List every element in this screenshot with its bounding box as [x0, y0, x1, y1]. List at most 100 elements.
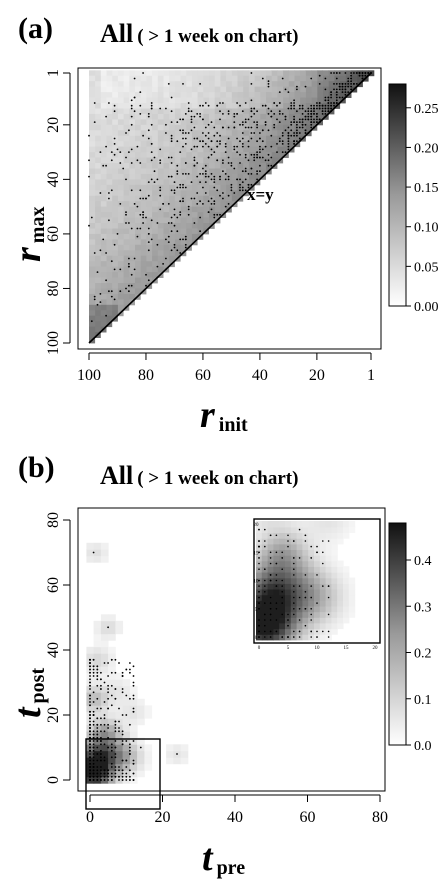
heat-cell: [134, 184, 141, 191]
data-point: [227, 178, 230, 181]
heat-cell: [106, 233, 113, 240]
data-point: [202, 145, 204, 148]
heat-cell: [100, 124, 107, 131]
heat-cell: [151, 152, 158, 158]
heat-cell: [168, 195, 175, 202]
heat-cell: [93, 685, 102, 693]
heat-cell: [146, 81, 153, 88]
heat-cell: [202, 206, 209, 213]
data-point: [193, 164, 196, 167]
data-point: [89, 720, 91, 723]
heat-cell: [134, 130, 141, 137]
data-point: [275, 551, 278, 554]
data-point: [167, 83, 170, 85]
heat-cell: [94, 321, 101, 328]
data-point: [129, 753, 131, 755]
heat-cell: [197, 108, 204, 115]
data-point: [347, 77, 350, 80]
heat-cell: [100, 201, 107, 208]
heat-cell: [128, 70, 135, 77]
data-point: [256, 123, 258, 126]
data-point: [287, 148, 290, 151]
heat-cell: [277, 70, 284, 77]
data-point: [316, 636, 318, 638]
data-point: [202, 140, 204, 143]
heat-cell: [123, 283, 130, 289]
data-point: [258, 608, 260, 610]
data-point: [96, 707, 99, 710]
data-point: [256, 126, 258, 129]
heat-cell: [220, 146, 227, 153]
data-point: [219, 134, 221, 137]
heat-cell: [106, 113, 113, 120]
data-point: [129, 779, 131, 781]
heat-cell: [89, 168, 96, 175]
data-point: [153, 181, 156, 184]
data-point: [184, 137, 187, 140]
heat-cell: [185, 228, 192, 235]
data-point: [293, 134, 295, 137]
heat-cell: [123, 299, 130, 306]
heat-cell: [140, 266, 147, 273]
heat-cell: [279, 617, 286, 624]
data-point: [298, 132, 301, 134]
data-point: [269, 613, 272, 616]
data-point: [278, 102, 281, 104]
heat-cell: [111, 119, 118, 126]
data-point: [133, 268, 136, 271]
heat-cell: [290, 622, 298, 630]
data-point: [139, 113, 142, 115]
data-point: [269, 557, 272, 559]
data-point: [129, 743, 131, 746]
heat-cell: [191, 233, 198, 240]
data-point: [132, 675, 135, 677]
heat-cell: [134, 261, 141, 268]
heat-cell: [197, 75, 204, 82]
heat-cell: [123, 233, 130, 240]
heat-cell: [220, 81, 227, 88]
heat-cell: [163, 168, 170, 175]
heat-cell: [214, 119, 221, 126]
heat-cell: [254, 103, 261, 109]
heat-cell: [108, 679, 116, 687]
panel-b-title-main: All: [100, 461, 133, 490]
data-point: [207, 200, 210, 203]
heat-cell: [294, 70, 301, 77]
data-point: [119, 290, 122, 293]
heat-cell: [111, 277, 118, 284]
heat-cell: [168, 124, 175, 131]
data-point: [127, 263, 130, 265]
heat-cell: [202, 81, 209, 88]
data-point: [139, 746, 142, 749]
data-point: [204, 170, 207, 173]
data-point: [278, 91, 281, 93]
data-point: [219, 194, 221, 197]
heat-cell: [343, 588, 350, 596]
data-point: [110, 260, 113, 263]
heat-cell: [299, 97, 306, 104]
data-point: [213, 203, 216, 205]
heat-cell: [134, 195, 141, 202]
colorbar-tick-label: 0.2: [414, 647, 432, 662]
heat-cell: [108, 653, 116, 661]
data-point: [147, 233, 150, 235]
data-point: [344, 72, 347, 74]
heat-cell: [163, 233, 170, 240]
heat-cell: [242, 179, 249, 186]
heat-cell: [299, 75, 306, 82]
heat-cell: [180, 212, 187, 218]
data-point: [284, 151, 287, 154]
heat-cell: [123, 272, 130, 278]
heat-cell: [305, 92, 312, 98]
data-point: [130, 273, 133, 276]
inset-y-tick-label: 20: [254, 523, 260, 528]
data-point: [213, 151, 216, 154]
data-point: [139, 227, 142, 230]
x-tick-label: 80: [372, 809, 388, 826]
data-point: [318, 83, 321, 85]
heat-cell: [271, 141, 278, 148]
heat-cell: [134, 86, 141, 93]
data-point: [165, 107, 167, 110]
heat-cell: [151, 146, 158, 153]
heat-cell: [106, 173, 113, 180]
